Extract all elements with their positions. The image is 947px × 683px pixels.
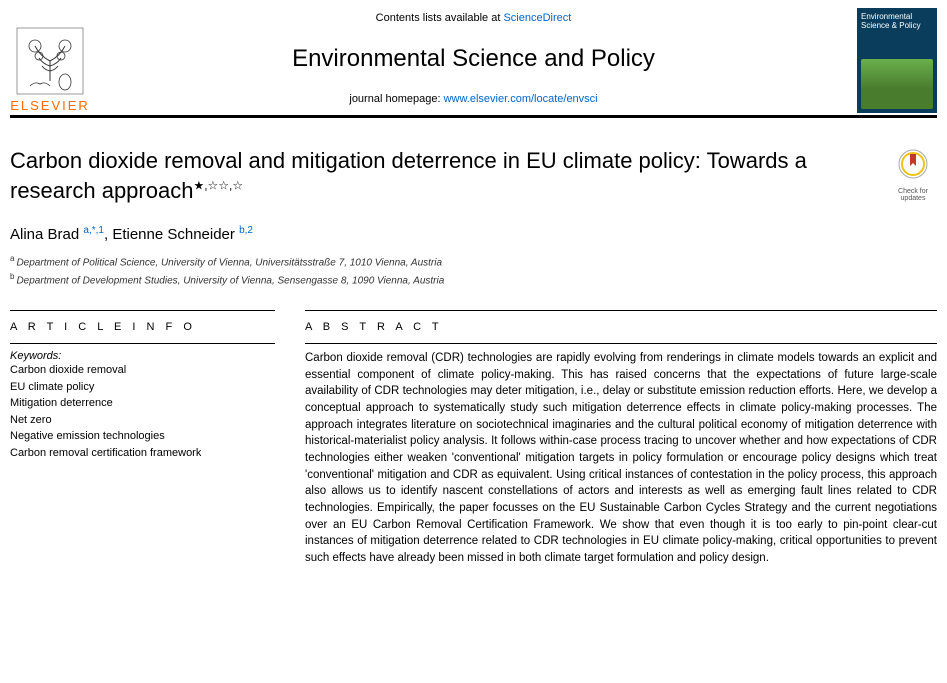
keyword: Net zero xyxy=(10,412,275,429)
author-2-sup: b,2 xyxy=(239,225,253,236)
keyword: EU climate policy xyxy=(10,379,275,396)
sciencedirect-link[interactable]: ScienceDirect xyxy=(503,12,571,24)
affil-a-sup: a xyxy=(10,254,14,263)
authors-line: Alina Brad a,*,1, Etienne Schneider b,2 xyxy=(0,205,947,243)
article-title: Carbon dioxide removal and mitigation de… xyxy=(10,146,879,205)
title-row: Carbon dioxide removal and mitigation de… xyxy=(0,118,947,205)
abstract-header: A B S T R A C T xyxy=(305,311,937,343)
affil-b-sup: b xyxy=(10,272,14,281)
header-row: ELSEVIER Contents lists available at Sci… xyxy=(0,0,947,113)
journal-name: Environmental Science and Policy xyxy=(100,45,847,73)
author-1-name: Alina Brad xyxy=(10,226,79,243)
journal-cover-thumb: Environmental Science & Policy xyxy=(857,8,937,113)
homepage-link[interactable]: www.elsevier.com/locate/envsci xyxy=(444,93,598,105)
affil-a-text: Department of Political Science, Univers… xyxy=(16,258,442,269)
abstract-text: Carbon dioxide removal (CDR) technologie… xyxy=(305,350,937,567)
title-footnote-marks: ★,☆☆,☆ xyxy=(193,178,243,192)
keyword: Carbon dioxide removal xyxy=(10,362,275,379)
affiliation-a: aDepartment of Political Science, Univer… xyxy=(10,253,937,270)
title-text: Carbon dioxide removal and mitigation de… xyxy=(10,148,807,203)
info-mid-rule xyxy=(10,343,275,344)
author-1-sup: a,*,1 xyxy=(83,225,104,236)
article-info-column: A R T I C L E I N F O Keywords: Carbon d… xyxy=(10,310,275,567)
publisher-logo: ELSEVIER xyxy=(10,8,90,113)
abstract-column: A B S T R A C T Carbon dioxide removal (… xyxy=(305,310,937,567)
cover-title: Environmental Science & Policy xyxy=(861,12,933,30)
elsevier-tree-icon xyxy=(15,26,85,96)
homepage-prefix: journal homepage: xyxy=(349,93,443,105)
article-info-header: A R T I C L E I N F O xyxy=(10,311,275,343)
publisher-name: ELSEVIER xyxy=(10,98,90,113)
keyword: Negative emission technologies xyxy=(10,428,275,445)
abstract-mid-rule xyxy=(305,343,937,344)
keywords-label: Keywords: xyxy=(10,350,275,362)
content-row: A R T I C L E I N F O Keywords: Carbon d… xyxy=(0,310,947,567)
keyword: Carbon removal certification framework xyxy=(10,445,275,462)
affiliation-b: bDepartment of Development Studies, Univ… xyxy=(10,271,937,288)
check-updates-label: Check for updates xyxy=(889,188,937,202)
contents-line: Contents lists available at ScienceDirec… xyxy=(100,12,847,24)
author-1: Alina Brad a,*,1 xyxy=(10,226,104,243)
check-updates-badge[interactable]: Check for updates xyxy=(889,146,937,202)
affiliations: aDepartment of Political Science, Univer… xyxy=(0,243,947,288)
contents-prefix: Contents lists available at xyxy=(376,12,504,24)
affil-b-text: Department of Development Studies, Unive… xyxy=(16,275,444,286)
author-2: Etienne Schneider b,2 xyxy=(112,226,253,243)
keyword: Mitigation deterrence xyxy=(10,395,275,412)
author-2-name: Etienne Schneider xyxy=(112,226,235,243)
homepage-line: journal homepage: www.elsevier.com/locat… xyxy=(100,93,847,105)
cover-image xyxy=(861,59,933,109)
crossmark-icon xyxy=(893,146,933,186)
header-center: Contents lists available at ScienceDirec… xyxy=(100,8,847,113)
